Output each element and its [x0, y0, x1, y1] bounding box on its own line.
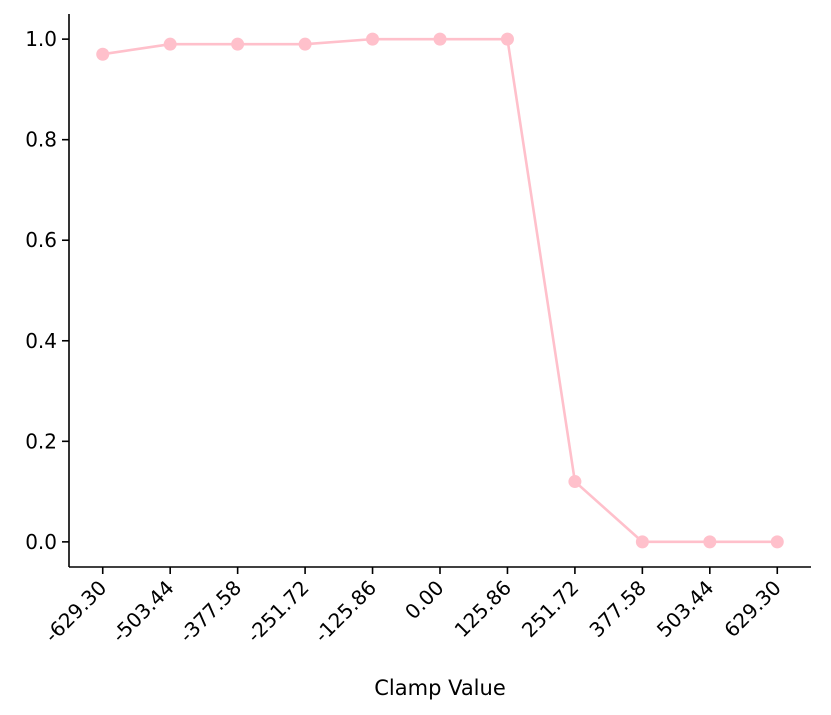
data-point [96, 47, 110, 61]
data-point [703, 535, 717, 549]
y-tick-label: 0.2 [25, 429, 57, 453]
x-tick-label: 377.58 [584, 576, 650, 642]
y-tick-label: 0.6 [25, 228, 57, 252]
data-point [568, 475, 582, 489]
y-tick-label: 0.0 [25, 530, 57, 554]
x-tick-label: 503.44 [652, 576, 718, 642]
data-point [163, 37, 177, 51]
x-tick-label: 0.00 [400, 576, 448, 624]
axis-ticks: -629.30-503.44-377.58-251.72-125.86 0.00 1… [25, 27, 786, 647]
x-tick-label: -503.44 [107, 576, 179, 648]
y-tick-label: 0.4 [25, 329, 57, 353]
x-axis-title: Clamp Value [374, 676, 506, 700]
data-point [635, 535, 649, 549]
data-point [433, 32, 447, 46]
y-tick-label: 0.8 [25, 128, 57, 152]
x-tick-label: -629.30 [40, 576, 112, 648]
data-point [770, 535, 784, 549]
x-tick-label: -377.58 [175, 576, 247, 648]
data-point [366, 32, 380, 46]
plot-area [96, 32, 784, 549]
y-tick-label: 1.0 [25, 27, 57, 51]
x-tick-label: -251.72 [242, 576, 314, 648]
x-tick-label: 251.72 [517, 576, 583, 642]
data-point [298, 37, 312, 51]
series-line [102, 37, 778, 544]
x-tick-label: 125.86 [450, 576, 516, 642]
x-tick-label: -125.86 [310, 576, 382, 648]
x-tick-label: 629.30 [719, 576, 785, 642]
data-point [500, 32, 514, 46]
data-point [231, 37, 245, 51]
